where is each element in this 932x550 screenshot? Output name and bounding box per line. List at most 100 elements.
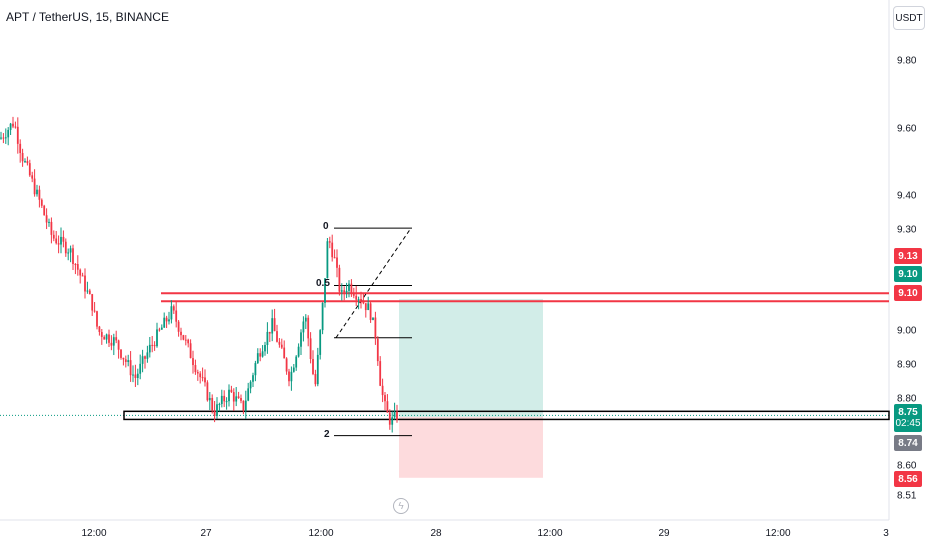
candle-body <box>156 329 158 347</box>
candle-body <box>247 388 250 401</box>
candle-body <box>136 373 139 379</box>
candle-body <box>148 344 151 353</box>
bar-countdown: 02:45 <box>895 418 921 429</box>
candle-body <box>184 339 187 341</box>
y-axis-tick-label: 9.80 <box>897 55 917 67</box>
candle-body <box>328 241 331 243</box>
candle-body <box>211 397 214 411</box>
candle-body <box>225 401 228 403</box>
candle-body <box>278 341 281 345</box>
candle-body <box>19 143 22 154</box>
candle-body <box>163 317 166 328</box>
position-target-zone <box>399 298 543 418</box>
candle-body <box>268 331 271 334</box>
candle-body <box>81 275 84 277</box>
candle-body <box>192 358 194 366</box>
candle-body <box>93 310 96 312</box>
candle-body <box>115 337 118 341</box>
candle-body <box>396 411 398 420</box>
candle-body <box>355 295 358 300</box>
candle-body <box>103 336 106 340</box>
candle-body <box>300 332 302 347</box>
currency-unit-button[interactable]: USDT <box>893 6 925 30</box>
candle-body <box>175 310 178 322</box>
candle-body <box>194 365 197 373</box>
candle-body <box>213 410 216 416</box>
price-tag: 8.75 02:45 <box>894 404 922 432</box>
candle-body <box>242 400 245 411</box>
price-tag: 9.13 <box>894 248 922 264</box>
candle-body <box>206 382 209 401</box>
candle-body <box>384 395 386 402</box>
price-tag-value: 8.56 <box>898 473 918 485</box>
candle-body <box>223 395 226 402</box>
candle-body <box>283 347 286 359</box>
candle-body <box>218 404 221 406</box>
candle-body <box>24 161 26 163</box>
candle-body <box>254 363 257 376</box>
candle-body <box>316 354 319 385</box>
price-tag-value: 9.10 <box>898 287 918 299</box>
candle-body <box>64 241 67 254</box>
candle-body <box>235 396 238 402</box>
candle-body <box>338 267 341 292</box>
candle-body <box>67 252 70 254</box>
y-axis-tick-label: 8.60 <box>897 460 917 472</box>
position-stop-zone <box>399 417 543 478</box>
candle-body <box>7 129 10 138</box>
candle-body <box>88 290 91 295</box>
candle-body <box>38 189 41 200</box>
candle-body <box>304 317 307 322</box>
price-tag: 9.10 <box>894 266 922 282</box>
candle-body <box>319 330 322 355</box>
price-tag: 9.10 <box>894 285 922 301</box>
candle-body <box>151 344 154 346</box>
candle-body <box>2 137 5 139</box>
candle-body <box>144 356 146 359</box>
candle-body <box>26 161 29 164</box>
candle-body <box>271 318 274 334</box>
candle-body <box>350 283 353 294</box>
x-axis-tick-label: 12:00 <box>308 528 334 539</box>
candle-body <box>96 311 98 327</box>
candle-body <box>367 303 370 311</box>
candle-body <box>336 257 338 268</box>
candle-body <box>16 126 19 144</box>
candle-body <box>110 342 113 346</box>
candle-body <box>172 306 175 311</box>
price-tag-value: 8.75 <box>898 407 918 418</box>
candle-body <box>321 302 324 331</box>
candle-body <box>297 346 300 357</box>
x-axis-tick-label: 12:00 <box>537 528 563 539</box>
candle-body <box>259 353 262 357</box>
candle-body <box>240 398 242 401</box>
candle-body <box>141 356 144 364</box>
candle-body <box>292 367 295 372</box>
candle-body <box>146 352 149 359</box>
candle-body <box>369 303 372 320</box>
support-zone-box <box>123 410 890 421</box>
candle-body <box>220 395 223 405</box>
candle-body <box>348 283 350 291</box>
candle-body <box>43 205 46 216</box>
candle-body <box>216 404 218 416</box>
candle-body <box>362 302 365 304</box>
candle-body <box>326 241 329 279</box>
candle-body <box>12 123 14 127</box>
candle-body <box>256 353 259 364</box>
fib-level-label: 2 <box>324 428 330 440</box>
y-axis-tick-label: 8.90 <box>897 359 917 371</box>
candle-body <box>79 269 82 276</box>
y-axis-tick-label: 9.40 <box>897 190 917 202</box>
lightning-icon[interactable]: ϟ <box>393 498 409 514</box>
candle-body <box>357 299 360 301</box>
candle-body <box>386 401 389 413</box>
y-axis-tick-label: 8.51 <box>897 490 917 502</box>
x-axis-tick-label: 28 <box>430 528 442 539</box>
y-axis-tick-label: 9.60 <box>897 123 917 134</box>
x-axis-tick-label: 27 <box>200 528 212 539</box>
candle-body <box>48 221 50 223</box>
candle-body <box>112 337 115 346</box>
candle-body <box>134 374 137 379</box>
